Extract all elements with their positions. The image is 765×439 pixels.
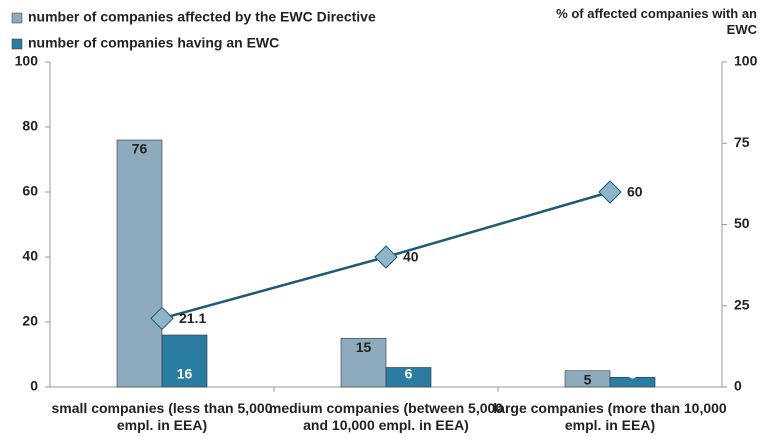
y2-tick-label: 100 — [734, 53, 758, 69]
y-tick-label: 80 — [22, 118, 38, 134]
marker — [598, 180, 622, 204]
y-tick-label: 100 — [15, 53, 39, 69]
legend-label: number of companies affected by the EWC … — [28, 9, 376, 25]
legend-label: number of companies having an EWC — [28, 35, 279, 51]
line-value-label: 60 — [627, 184, 643, 200]
legend-swatch — [11, 12, 23, 24]
marker — [374, 245, 398, 269]
bar-value-label: 76 — [132, 141, 148, 157]
bar-value-label: 5 — [584, 371, 592, 387]
bar — [609, 376, 656, 388]
y-tick-label: 40 — [22, 248, 38, 264]
y-tick-label: 0 — [30, 378, 38, 394]
line-value-label: 21.1 — [179, 310, 206, 326]
bar — [385, 367, 432, 388]
bar-value-label: 3 — [629, 366, 637, 382]
x-tick-label: large companies (more than 10,000 empl. … — [493, 400, 727, 433]
y2-axis-title: % of affected companies with an EWC — [556, 6, 757, 37]
y-tick-label: 20 — [22, 313, 38, 329]
legend-swatch — [11, 38, 23, 50]
y2-tick-label: 75 — [734, 134, 750, 150]
x-tick-label: small companies (less than 5,000 empl. i… — [51, 400, 273, 433]
marker — [150, 306, 174, 331]
bar-value-label: 16 — [177, 366, 193, 382]
x-tick-label: medium companies (between 5,000 and 10,0… — [268, 400, 504, 433]
bar — [116, 139, 163, 388]
y2-tick-label: 0 — [734, 378, 742, 394]
y2-tick-label: 25 — [734, 296, 750, 312]
y2-tick-label: 50 — [734, 215, 750, 231]
y-tick-label: 60 — [22, 183, 38, 199]
bar — [161, 334, 208, 388]
bar-value-label: 15 — [356, 339, 372, 355]
bar-value-label: 6 — [405, 366, 413, 382]
bar — [340, 337, 387, 388]
line-value-label: 40 — [403, 249, 419, 265]
